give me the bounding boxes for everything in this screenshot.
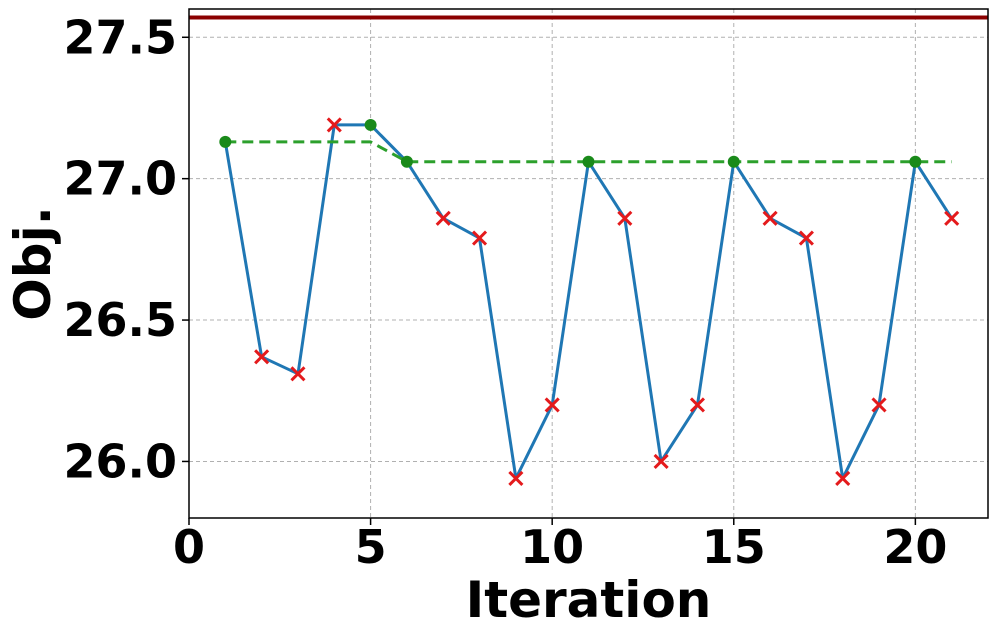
x-marker-stroke: [544, 397, 560, 413]
rejected-point: [835, 470, 851, 486]
x-tick-label: 5: [355, 520, 387, 574]
rejected-point: [944, 210, 960, 226]
rejected-point: [871, 397, 887, 413]
ticks: 0 5 10 15 20 26.0 26.5 27.0 27.5: [64, 10, 948, 574]
rejected-point: [290, 366, 306, 382]
x-marker-stroke: [762, 210, 778, 226]
improvement-point: [909, 155, 922, 168]
x-marker-stroke: [435, 210, 451, 226]
improvement-point: [582, 155, 595, 168]
improvement-point: [364, 118, 377, 131]
grid: [188, 9, 988, 518]
x-marker-stroke: [471, 230, 488, 246]
rejected-point: [471, 230, 488, 246]
y-tick-label: 26.0: [64, 434, 178, 488]
rejected-point: [254, 349, 270, 365]
x-marker-stroke: [798, 230, 814, 246]
rejected-point: [762, 210, 778, 226]
objective-line: [223, 123, 953, 480]
x-tick-label: 0: [173, 520, 205, 574]
x-marker-stroke: [944, 210, 960, 226]
rejected-point: [435, 210, 451, 226]
rejected-point: [544, 397, 560, 413]
series-layer: [189, 15, 988, 486]
rejected-point: [617, 210, 633, 226]
y-axis-label: Obj.: [4, 206, 62, 320]
improvement-point: [400, 155, 413, 168]
x-tick-label: 20: [883, 520, 947, 574]
plot-frame: [188, 8, 989, 519]
y-tick-label: 27.5: [64, 10, 178, 64]
x-marker-stroke: [254, 349, 270, 365]
y-tick-label: 26.5: [64, 293, 178, 347]
x-marker-stroke: [871, 397, 887, 413]
x-marker-stroke: [653, 453, 669, 470]
x-marker-stroke: [835, 470, 851, 486]
x-marker-stroke: [508, 470, 524, 486]
rejected-point: [653, 453, 669, 470]
rejected-point: [326, 117, 342, 133]
x-marker-stroke: [290, 366, 306, 382]
x-axis-label: Iteration: [466, 571, 712, 629]
x-marker-stroke: [326, 117, 342, 133]
rejected-point: [798, 230, 814, 246]
improvement-point: [727, 155, 740, 168]
x-tick-label: 10: [520, 520, 584, 574]
improvement-point: [219, 135, 232, 148]
x-marker-stroke: [689, 397, 706, 413]
best-so-far-line: [225, 140, 952, 164]
rejected-point: [508, 470, 524, 486]
x-marker-stroke: [617, 210, 633, 226]
x-tick-label: 15: [702, 520, 766, 574]
y-tick-label: 27.0: [64, 152, 178, 206]
rejected-point: [689, 397, 706, 413]
